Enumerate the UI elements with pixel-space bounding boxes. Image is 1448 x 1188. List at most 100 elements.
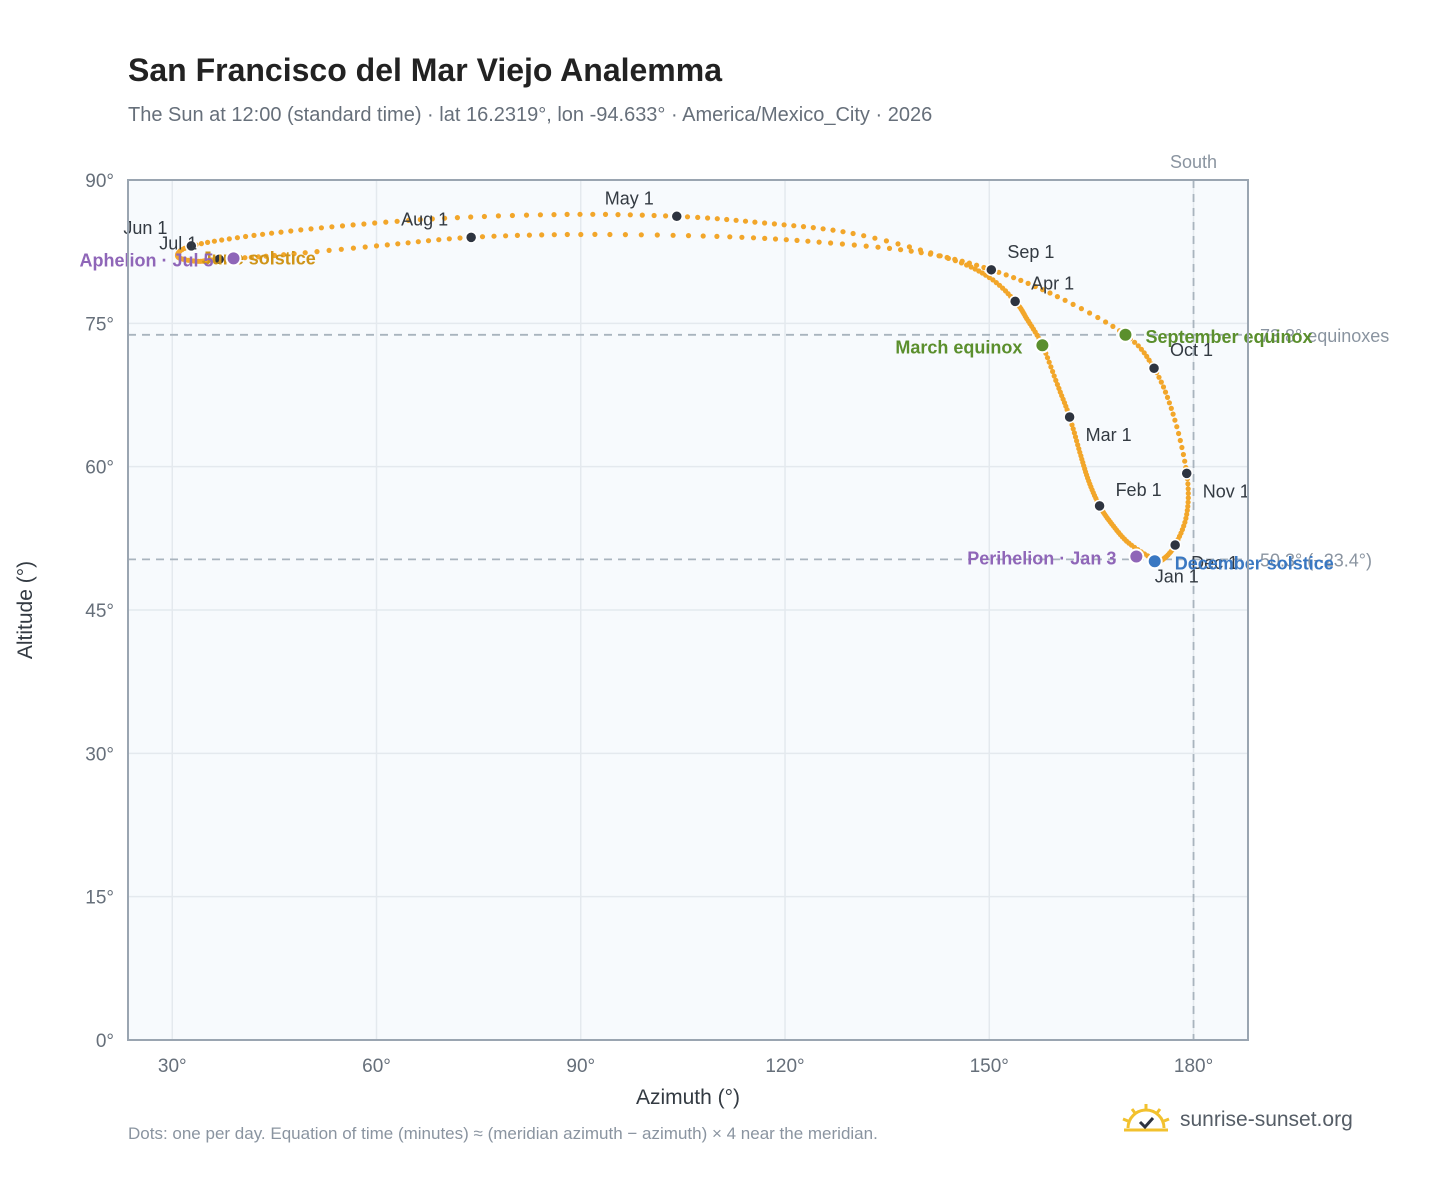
daily-dot: [198, 241, 204, 247]
daily-dot: [417, 217, 423, 223]
daily-dot: [1164, 394, 1171, 400]
daily-dot: [291, 251, 297, 257]
daily-dot: [695, 214, 701, 220]
daily-dot: [875, 244, 881, 250]
y-tick-label: 45°: [85, 601, 114, 622]
daily-dot: [326, 247, 332, 253]
daily-dot: [724, 216, 730, 223]
daily-dot: [908, 248, 914, 254]
daily-dot: [243, 233, 249, 240]
month-label: Sep 1: [1007, 242, 1054, 262]
daily-dot: [739, 234, 745, 240]
daily-dot: [861, 233, 867, 239]
daily-dot: [742, 218, 749, 224]
x-tick-label: 180°: [1174, 1056, 1213, 1077]
daily-dot: [350, 245, 356, 251]
daily-dot: [800, 224, 807, 230]
daily-dot: [481, 213, 487, 220]
daily-dot: [1070, 301, 1076, 307]
month-label: Nov 1: [1203, 481, 1250, 501]
event-label: June solstice: [202, 248, 316, 268]
x-tick-label: 90°: [566, 1056, 595, 1077]
daily-dot: [638, 232, 644, 238]
daily-dot: [872, 235, 878, 241]
daily-dot: [1168, 405, 1174, 411]
daily-dot: [1138, 346, 1144, 352]
daily-dot: [820, 226, 826, 232]
daily-dot: [1044, 355, 1051, 361]
daily-dot: [509, 212, 515, 219]
daily-dot: [1050, 368, 1056, 375]
daily-dot: [944, 254, 950, 261]
daily-dot: [251, 232, 257, 238]
axes: 30° 60° 90° 120° 150° 180° 0° 15° 30° 45° 60° 75° 90…: [14, 171, 1249, 1109]
daily-dot: [425, 238, 432, 244]
month-marker: [464, 231, 478, 244]
daily-dot: [1040, 287, 1046, 293]
month-label: Apr 1: [1031, 273, 1074, 293]
daily-dot: [714, 233, 720, 239]
daily-dot: [1011, 275, 1017, 281]
daily-dot: [783, 237, 789, 243]
daily-dot: [1047, 290, 1053, 296]
daily-dot: [329, 224, 335, 230]
daily-dot: [839, 241, 846, 247]
daily-dot: [314, 249, 320, 255]
daily-dot: [205, 239, 211, 245]
daily-dot: [298, 227, 304, 233]
daily-dot: [1018, 277, 1024, 283]
daily-dot: [248, 254, 254, 260]
daily-dot: [281, 252, 287, 258]
chart-subtitle: The Sun at 12:00 (standard time) · lat 1…: [128, 104, 933, 126]
daily-dot: [781, 222, 787, 228]
reference-lines: South 73.8° equinoxes 50.3° (−23.4°): [128, 152, 1389, 1040]
daily-dot: [318, 225, 324, 231]
month-marker: [1063, 410, 1076, 424]
daily-dot: [886, 245, 893, 251]
daily-dot: [615, 212, 621, 218]
daily-dot: [772, 236, 779, 242]
y-axis-title: Altitude (°): [14, 561, 37, 659]
daily-dot: [339, 223, 346, 229]
daily-dot: [1184, 507, 1190, 513]
daily-dot: [794, 237, 800, 243]
daily-dot: [454, 215, 460, 221]
month-label: Mar 1: [1086, 425, 1132, 445]
y-tick-label: 0°: [96, 1031, 114, 1052]
daily-dot: [1025, 280, 1031, 286]
daily-dot: [840, 229, 846, 235]
meridian-label: South: [1170, 152, 1217, 172]
daily-dot: [1184, 511, 1190, 517]
daily-dot: [791, 223, 797, 229]
event-label: December solstice: [1175, 553, 1334, 573]
daily-dot: [537, 212, 544, 218]
daily-dot: [1170, 411, 1176, 417]
month-label: Oct 1: [1170, 340, 1213, 360]
daily-dot: [564, 211, 570, 217]
daily-dot: [968, 264, 974, 270]
daily-dot: [883, 238, 890, 244]
month-label: Dec 1: [1191, 553, 1238, 573]
daily-dot: [242, 255, 248, 261]
daily-dot: [1069, 422, 1075, 428]
daily-dot: [639, 212, 645, 218]
daily-dot: [974, 262, 980, 268]
daily-dot: [269, 230, 275, 236]
month-marker: [212, 253, 226, 266]
daily-dot: [1054, 294, 1060, 300]
daily-dot: [1179, 444, 1185, 451]
month-label: Jun 1: [123, 218, 167, 238]
daily-dot: [255, 254, 261, 260]
reference-line-label: 50.3° (−23.4°): [1260, 550, 1372, 570]
daily-dot: [1046, 359, 1052, 365]
daily-dot: [415, 239, 421, 245]
daily-dot: [1048, 364, 1054, 370]
daily-dot: [1177, 437, 1183, 444]
month-label: Feb 1: [1116, 480, 1162, 500]
daily-dot: [1166, 400, 1172, 406]
daily-dot: [1185, 495, 1191, 501]
daily-dot: [526, 232, 533, 238]
daily-dot: [384, 242, 390, 248]
daily-dot: [1074, 438, 1080, 444]
